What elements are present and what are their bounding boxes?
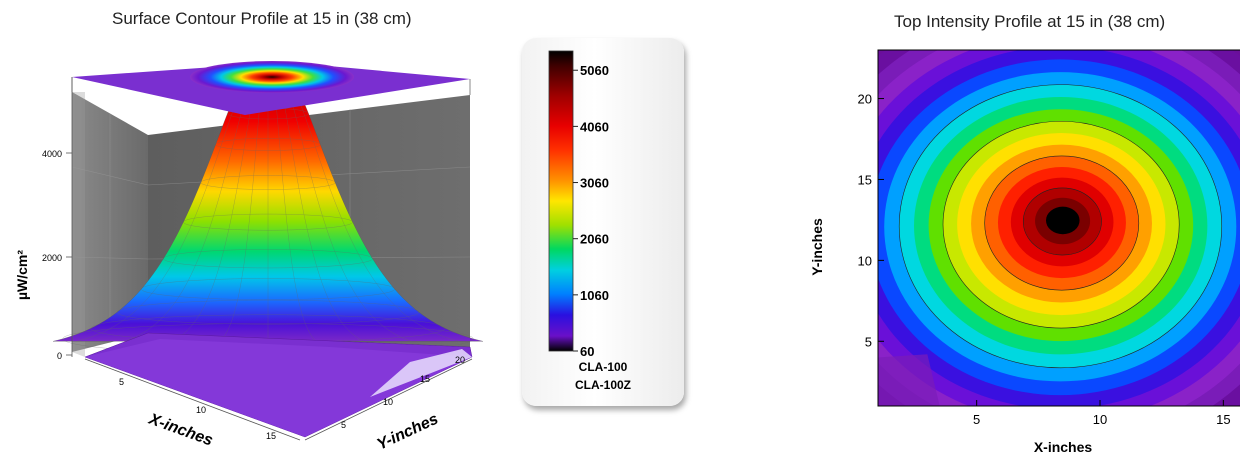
surface-mesh-line <box>294 91 460 342</box>
surface-chart: 0 2000 4000 µW/cm² 5 10 15 X-inches 5 10… <box>14 61 484 454</box>
surface-top-hotspot <box>190 61 354 93</box>
legend-model-2: CLA-100Z <box>575 378 631 392</box>
surface-x-axis <box>84 358 301 441</box>
surface-z-tick-4000: 4000 <box>42 149 62 159</box>
surface-mesh <box>62 89 474 355</box>
surface-y-tick-10: 10 <box>383 397 393 407</box>
surface-z-tick-marks <box>66 152 72 356</box>
top-intensity-chart: 5 10 15 5 10 15 20 X-inches Y-inches <box>810 49 1240 455</box>
heatmap-corner-region <box>878 354 940 406</box>
heatmap-x-tick-label: 10 <box>1093 412 1107 427</box>
colorbar-tick-label: 3060 <box>580 176 609 191</box>
surface-left-side-wall <box>72 92 85 357</box>
surface-mesh-line <box>287 91 412 342</box>
surface-x-tick-15: 15 <box>266 431 276 441</box>
surface-floor-highlight <box>370 349 472 397</box>
heatmap-x-axis-label: X-inches <box>1034 439 1093 455</box>
surface-x-tick-5: 5 <box>119 377 124 387</box>
legend-model-1: CLA-100 <box>579 360 628 374</box>
colorbar-tick-label: 60 <box>580 344 594 359</box>
surface-mesh-line <box>76 91 242 342</box>
heatmap-y-tick-label: 5 <box>865 334 872 349</box>
heatmap-contour-band <box>1045 206 1080 235</box>
heatmap-contours <box>878 50 1240 406</box>
heatmap-y-tick-label: 20 <box>858 92 872 107</box>
heatmap-ticks: 5 10 15 5 10 15 20 <box>858 92 1231 427</box>
surface-x-axis-label: X-inches <box>146 410 216 449</box>
colorbar-tick-label: 4060 <box>580 119 609 134</box>
surface-chart-title: Surface Contour Profile at 15 in (38 cm) <box>112 9 412 28</box>
surface-x-tick-10: 10 <box>196 405 206 415</box>
surface-y-tick-20: 20 <box>455 355 465 365</box>
surface-z-axis-label: µW/cm² <box>14 250 30 300</box>
surface-floor-shading <box>85 339 472 437</box>
surface-z-tick-0: 0 <box>57 351 62 361</box>
colorbar-gradient <box>548 50 574 352</box>
surface-mesh-line <box>220 91 262 342</box>
colorbar-ticks: 5060 4060 3060 2060 1060 60 <box>573 63 609 359</box>
heatmap-y-axis-label: Y-inches <box>810 218 825 276</box>
heatmap-x-tick-label: 15 <box>1216 412 1230 427</box>
heatmap-y-tick-label: 15 <box>858 172 872 187</box>
surface-y-tick-15: 15 <box>420 374 430 384</box>
heatmap-y-tick-label: 10 <box>858 253 872 268</box>
colorbar-tick-label: 5060 <box>580 63 609 78</box>
surface-mesh-line <box>281 91 364 342</box>
surface-y-axis <box>304 358 473 441</box>
colorbar-tick-label: 2060 <box>580 232 609 247</box>
surface-mesh-line <box>274 91 316 342</box>
colorbar-legend: 5060 4060 3060 2060 1060 60 CLA-100 CLA-100Z <box>548 50 631 392</box>
surface-y-tick-5: 5 <box>341 420 346 430</box>
top-chart-title: Top Intensity Profile at 15 in (38 cm) <box>894 12 1166 31</box>
surface-z-tick-2000: 2000 <box>42 253 62 263</box>
heatmap-frame <box>877 49 1240 407</box>
colorbar-tick-label: 1060 <box>580 288 609 303</box>
surface-y-axis-label: Y-inches <box>375 410 442 453</box>
heatmap-x-tick-label: 5 <box>973 412 980 427</box>
